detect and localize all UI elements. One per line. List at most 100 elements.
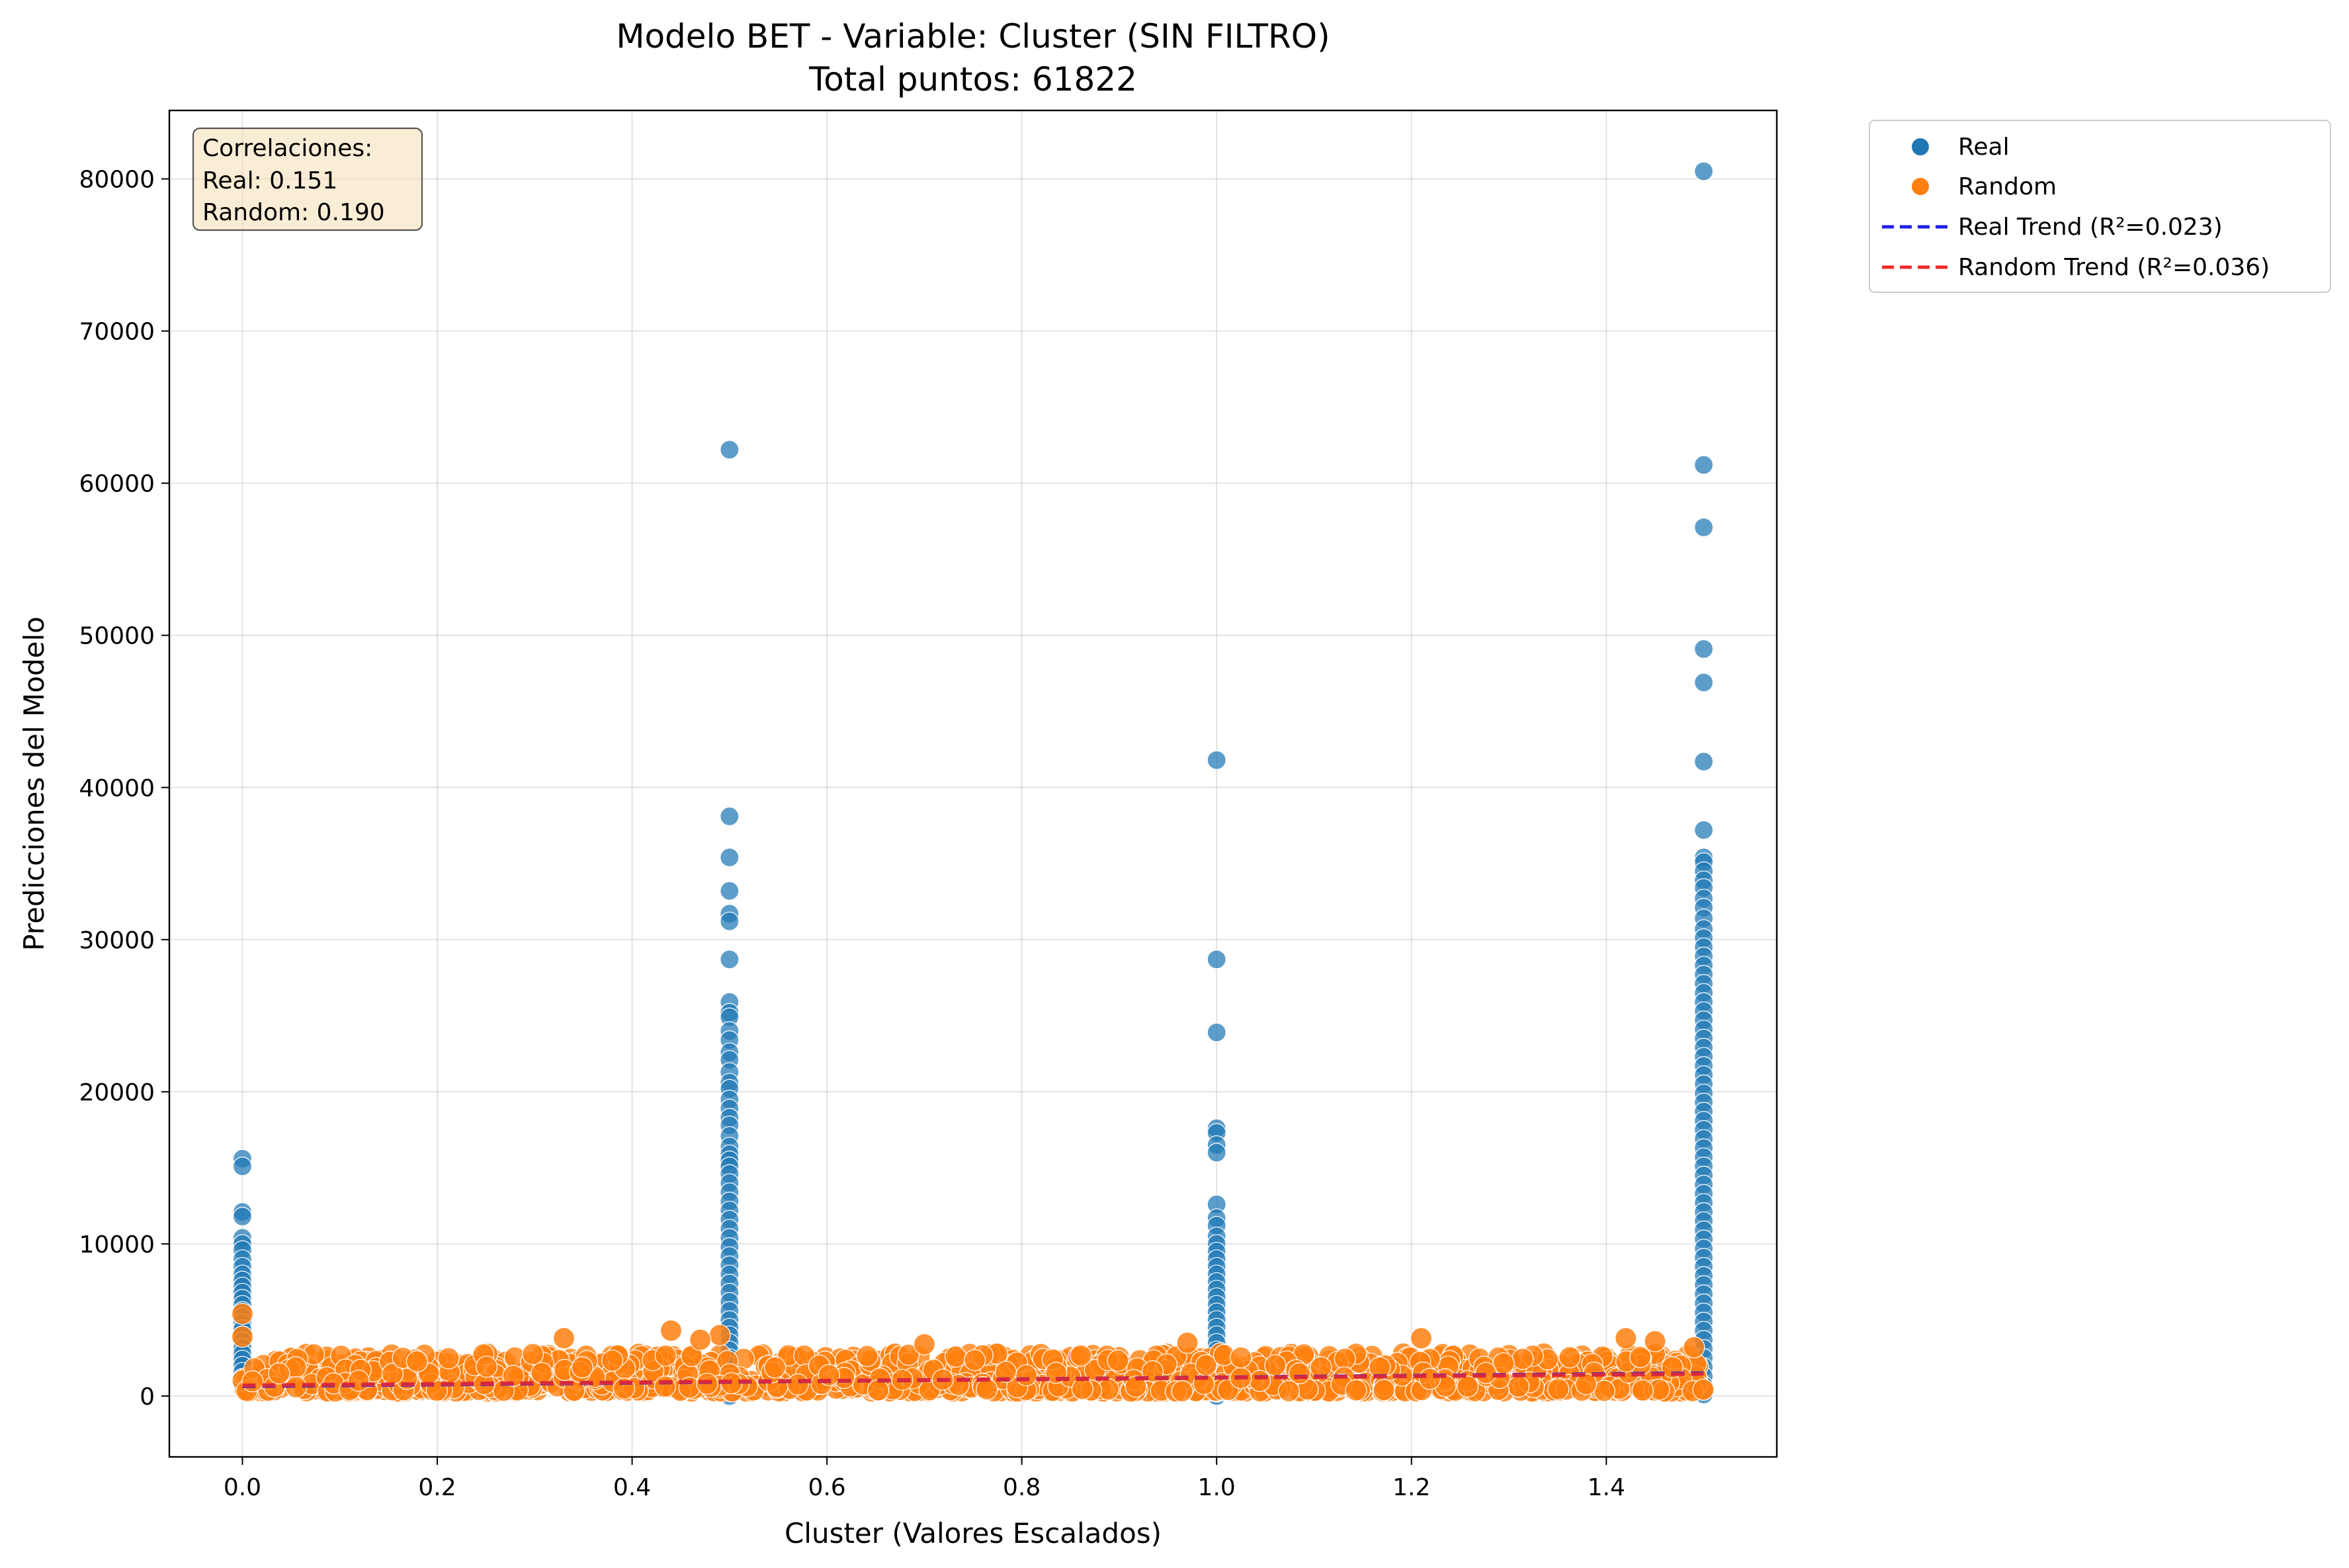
random-point <box>1692 1378 1715 1401</box>
plot-frame <box>168 109 1778 1458</box>
real-point <box>720 881 740 901</box>
random-point <box>241 1370 264 1393</box>
random-point <box>787 1373 809 1396</box>
y-axis-ticks: 0 10000 20000 30000 40000 50000 60000 70000 8000… <box>79 167 169 1411</box>
random-point <box>856 1344 878 1368</box>
random-point <box>347 1370 370 1392</box>
real-point <box>720 950 740 970</box>
real-point <box>232 1156 253 1176</box>
random-point <box>654 1344 677 1367</box>
random-point <box>1644 1330 1666 1352</box>
y-tick-label: 10000 <box>79 1231 155 1259</box>
random-point <box>601 1349 624 1372</box>
y-tick-label: 70000 <box>79 319 155 346</box>
random-point <box>867 1379 890 1401</box>
random-point <box>1629 1346 1652 1368</box>
x-tick-label: 0.8 <box>1003 1474 1041 1501</box>
y-tick-label: 60000 <box>79 471 155 498</box>
trend-lines <box>242 1371 1704 1389</box>
legend-label-random: Random <box>1958 173 2057 200</box>
chart-subtitle: Total puntos: 61822 <box>808 60 1137 99</box>
random-point <box>552 1327 576 1350</box>
random-point <box>994 1360 1017 1383</box>
real-point <box>232 1206 253 1227</box>
x-axis-label: Cluster (Valores Escalados) <box>785 1517 1162 1549</box>
random-point <box>1248 1370 1271 1392</box>
legend-frame <box>1869 120 2331 293</box>
correlations-heading: Correlaciones: <box>202 135 372 162</box>
random-trend-line <box>242 1372 1704 1387</box>
random-point <box>406 1350 429 1373</box>
random-point <box>763 1356 787 1379</box>
real-point <box>1693 673 1714 692</box>
chart-title: Modelo BET - Variable: Cluster (SIN FILT… <box>616 17 1330 56</box>
random-point <box>1474 1362 1497 1384</box>
legend: Real Random Real Trend (R²=0.023) Random… <box>1869 120 2331 293</box>
y-tick-label: 40000 <box>79 775 155 802</box>
real-point <box>720 847 740 868</box>
random-point <box>1512 1348 1534 1370</box>
random-point <box>689 1329 712 1351</box>
random-point <box>1125 1376 1147 1398</box>
real-point <box>1207 950 1226 970</box>
correlation-real: Real: 0.151 <box>202 167 337 194</box>
y-tick-label: 50000 <box>79 623 155 650</box>
real-point <box>1693 161 1714 181</box>
y-tick-label: 0 <box>140 1383 155 1411</box>
random-point <box>1373 1379 1395 1401</box>
random-point <box>1176 1331 1199 1354</box>
random-point <box>1683 1336 1705 1358</box>
random-point <box>1230 1346 1252 1369</box>
legend-marker-real <box>1912 138 1929 155</box>
random-point <box>268 1362 290 1385</box>
x-tick-label: 1.2 <box>1392 1474 1430 1501</box>
real-point <box>1693 752 1714 772</box>
random-point <box>1264 1354 1287 1377</box>
random-point <box>521 1342 544 1366</box>
random-point <box>654 1376 677 1398</box>
real-point <box>720 806 740 827</box>
correlation-random: Random: 0.190 <box>202 199 385 226</box>
legend-label-random-trend: Random Trend (R²=0.036) <box>1958 254 2270 281</box>
correlations-box: Correlaciones: Real: 0.151 Random: 0.190 <box>192 127 423 231</box>
correlations-box-frame <box>192 127 423 231</box>
random-point <box>1457 1376 1479 1398</box>
random-point <box>1345 1379 1367 1401</box>
real-point <box>720 440 740 460</box>
x-tick-label: 0.4 <box>613 1474 651 1501</box>
x-tick-label: 1.4 <box>1588 1474 1625 1501</box>
y-tick-label: 80000 <box>79 167 155 194</box>
random-point <box>1070 1344 1092 1367</box>
random-point <box>660 1319 683 1342</box>
legend-marker-random <box>1912 178 1929 195</box>
legend-label-real-trend: Real Trend (R²=0.023) <box>1958 214 2223 241</box>
random-point <box>913 1333 935 1356</box>
y-axis-label: Predicciones del Modelo <box>18 616 50 951</box>
random-point <box>1171 1380 1193 1403</box>
random-point <box>1615 1327 1637 1350</box>
x-axis-ticks: 0.0 0.2 0.4 0.6 0.8 1.0 1.2 1.4 <box>224 1457 1625 1501</box>
y-tick-label: 30000 <box>79 927 155 954</box>
real-point <box>1207 1022 1226 1042</box>
random-point <box>437 1347 460 1370</box>
random-point <box>1015 1364 1038 1387</box>
random-point <box>571 1356 593 1379</box>
random-point <box>1107 1349 1129 1372</box>
random-point <box>1410 1327 1433 1350</box>
random-point <box>708 1324 731 1346</box>
real-point <box>1207 1143 1226 1163</box>
random-point <box>1071 1378 1093 1400</box>
real-point <box>1207 750 1226 770</box>
real-point <box>1693 517 1714 537</box>
x-tick-label: 0.2 <box>418 1474 456 1501</box>
random-point <box>231 1325 254 1348</box>
real-point <box>1693 455 1714 475</box>
real-point <box>1693 639 1714 659</box>
random-point <box>1575 1373 1598 1395</box>
random-point <box>502 1364 525 1387</box>
random-point <box>1559 1346 1581 1369</box>
legend-label-real: Real <box>1958 134 2010 161</box>
random-point <box>476 1355 498 1378</box>
random-point <box>1631 1379 1654 1402</box>
